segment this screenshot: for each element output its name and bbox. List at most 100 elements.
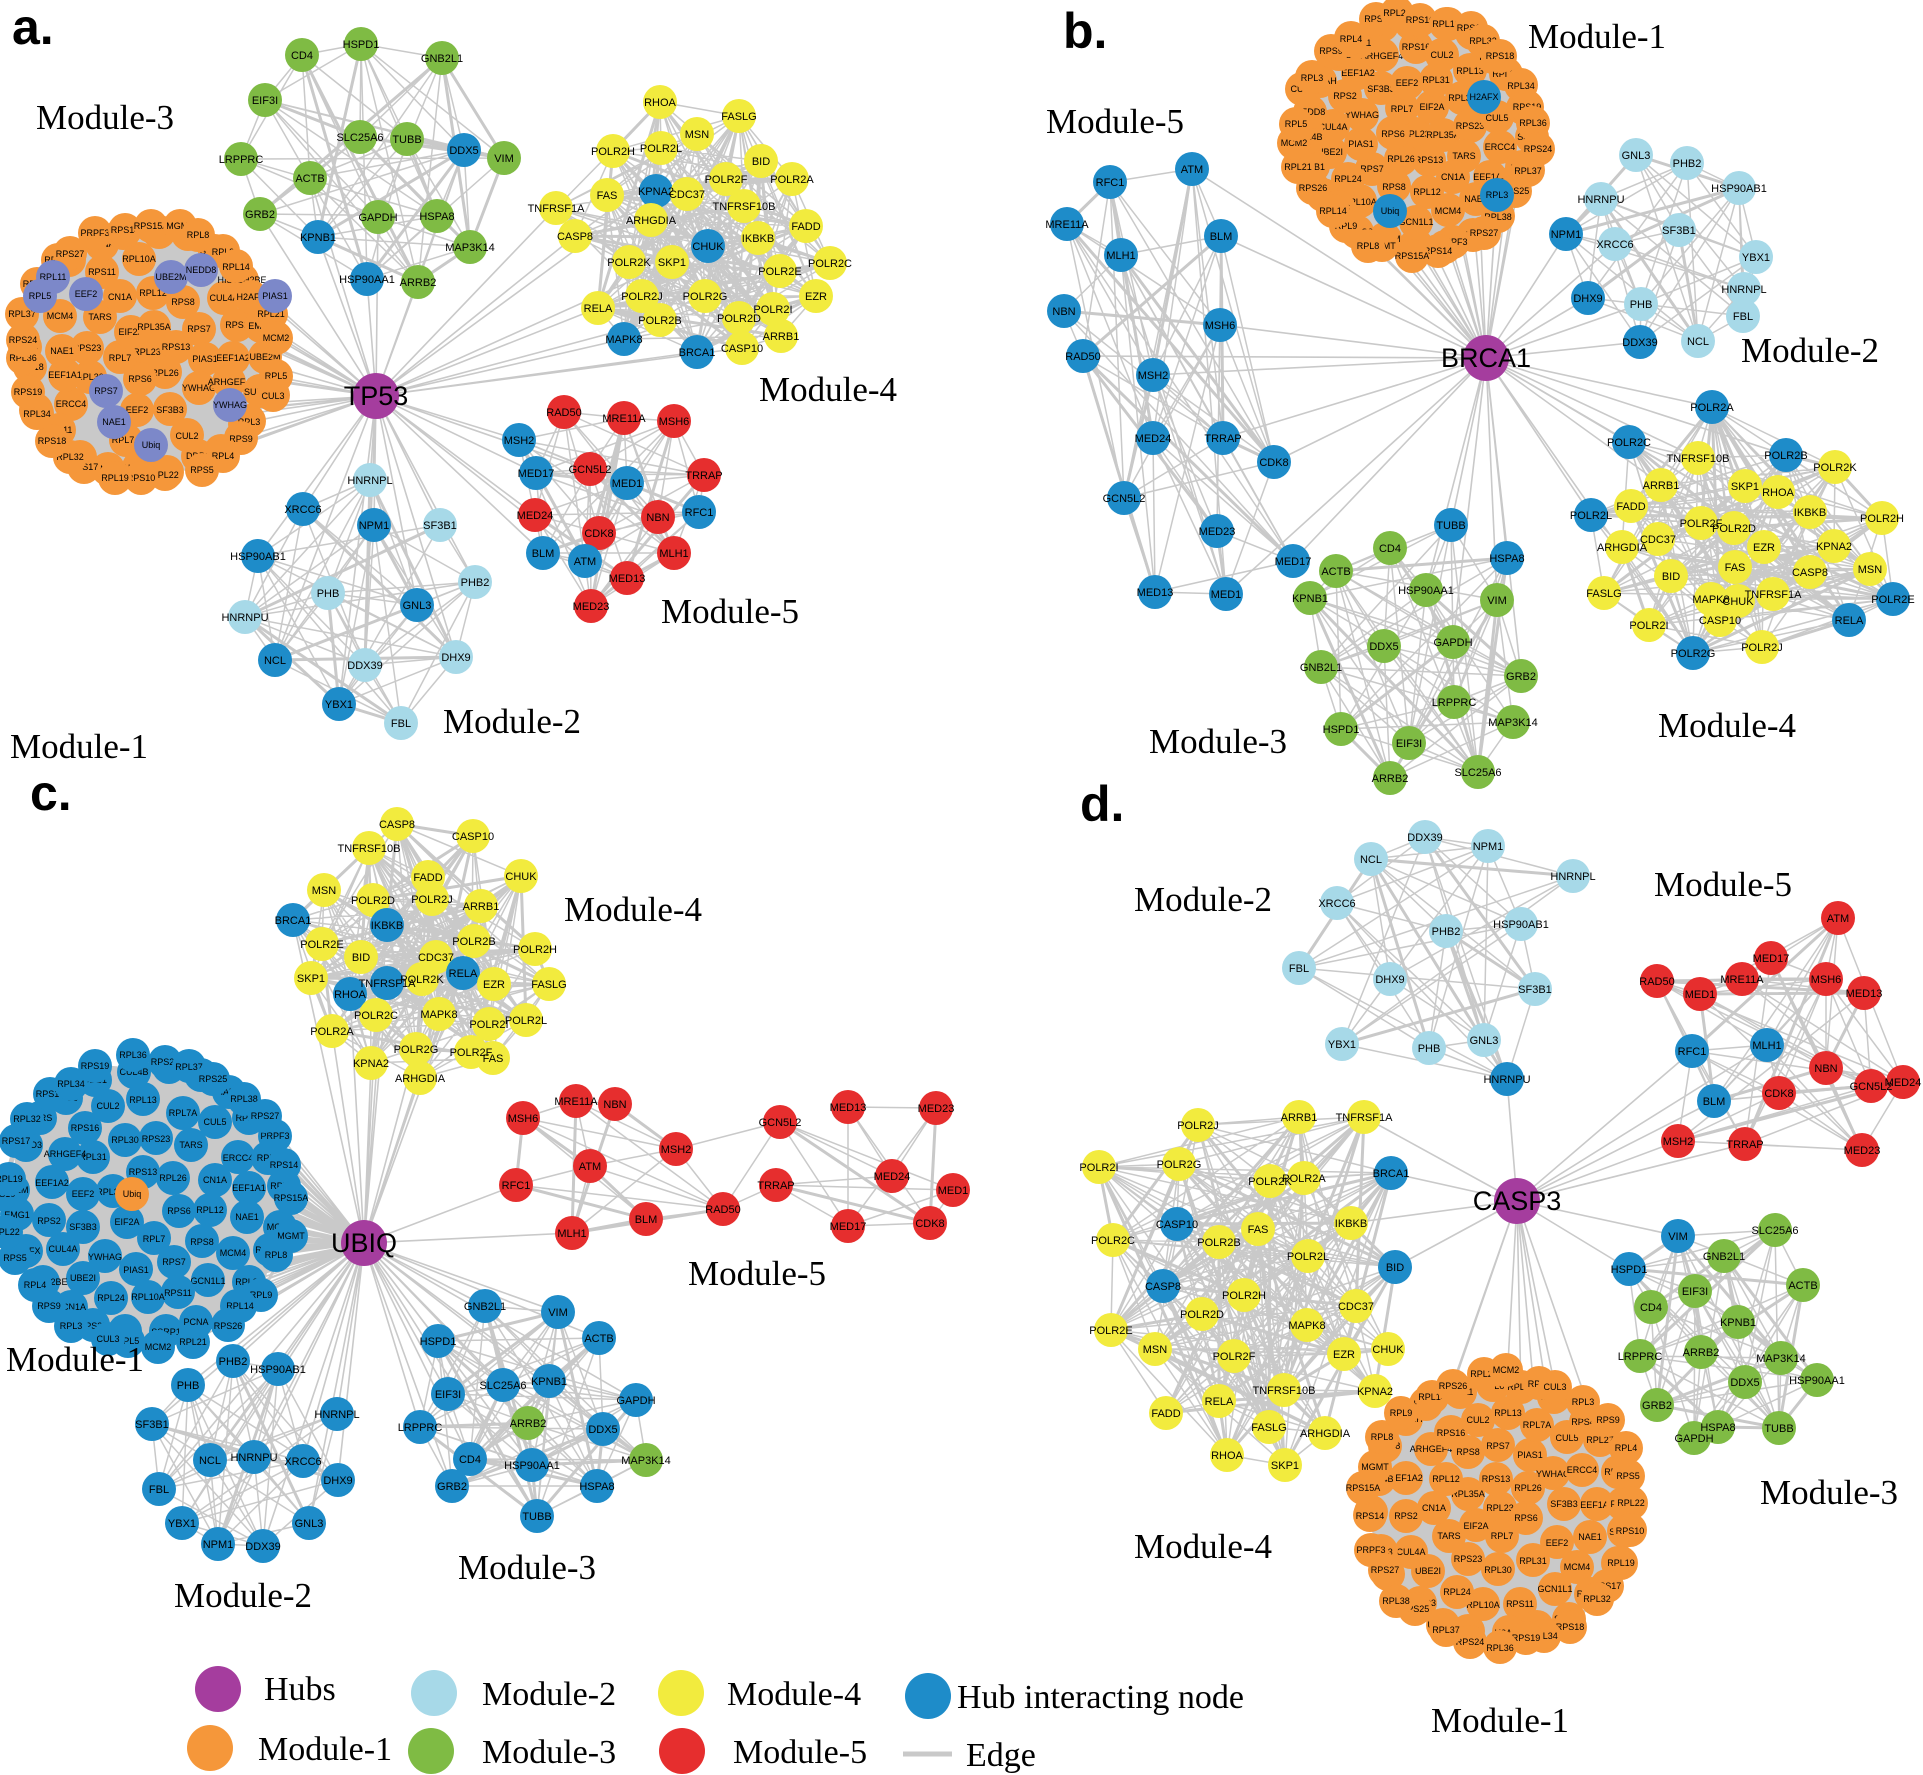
svg-text:RPL19: RPL19 <box>1432 19 1460 29</box>
svg-text:RPL8: RPL8 <box>1371 1432 1394 1442</box>
svg-text:CDC37: CDC37 <box>1640 534 1676 546</box>
svg-text:RPL35A: RPL35A <box>96 1187 130 1197</box>
svg-text:RPS5: RPS5 <box>1616 1471 1640 1481</box>
svg-text:HNRNPL: HNRNPL <box>314 1409 359 1421</box>
svg-text:BRCA1: BRCA1 <box>1373 1168 1410 1180</box>
svg-text:MED24: MED24 <box>1885 1077 1922 1089</box>
svg-text:POLR2K: POLR2K <box>607 257 651 269</box>
svg-text:MED13: MED13 <box>1846 988 1883 1000</box>
svg-text:RPL32: RPL32 <box>1469 36 1497 46</box>
svg-text:RPL34: RPL34 <box>1507 81 1535 91</box>
svg-text:RPL23: RPL23 <box>133 347 161 357</box>
svg-text:RPL30: RPL30 <box>111 1135 139 1145</box>
svg-text:RPS27: RPS27 <box>1470 228 1499 238</box>
svg-text:RPL21: RPL21 <box>257 309 285 319</box>
svg-text:FAS: FAS <box>1248 1224 1269 1236</box>
svg-text:RPL14: RPL14 <box>226 1301 254 1311</box>
svg-text:RFC1: RFC1 <box>1096 177 1125 189</box>
svg-text:RPS18: RPS18 <box>1556 1622 1585 1632</box>
svg-text:UBE2I: UBE2I <box>70 1273 96 1283</box>
svg-text:Module-1: Module-1 <box>1431 1701 1569 1740</box>
svg-text:Module-1: Module-1 <box>1528 17 1666 56</box>
svg-text:RPS14: RPS14 <box>1356 1511 1385 1521</box>
svg-text:CDC37: CDC37 <box>418 952 454 964</box>
svg-text:EIF2A: EIF2A <box>114 1217 139 1227</box>
svg-text:DHX9: DHX9 <box>441 652 470 664</box>
svg-text:POLR2G: POLR2G <box>1157 1159 1202 1171</box>
svg-text:PHB2: PHB2 <box>1673 158 1702 170</box>
svg-text:MCM2: MCM2 <box>263 333 290 343</box>
svg-text:TUBB: TUBB <box>522 1511 551 1523</box>
svg-text:RAD50: RAD50 <box>546 407 581 419</box>
svg-text:POLR2I: POLR2I <box>469 1019 508 1031</box>
svg-text:ATM: ATM <box>579 1161 601 1173</box>
svg-text:PHB: PHB <box>177 1380 200 1392</box>
svg-text:MAPK8: MAPK8 <box>420 1009 457 1021</box>
svg-text:BRCA1: BRCA1 <box>679 347 716 359</box>
svg-text:RPS15A: RPS15A <box>1346 1483 1381 1493</box>
svg-text:RPS18: RPS18 <box>1486 51 1515 61</box>
svg-text:KPNA2: KPNA2 <box>353 1058 389 1070</box>
svg-text:RPS25: RPS25 <box>1501 186 1530 196</box>
svg-text:ARHGDIA: ARHGDIA <box>1597 542 1648 554</box>
svg-text:HSP90AA1: HSP90AA1 <box>1789 1375 1845 1387</box>
svg-text:b.: b. <box>1063 3 1107 59</box>
svg-text:RPS6: RPS6 <box>128 374 152 384</box>
svg-text:RPL7A: RPL7A <box>112 435 141 445</box>
svg-text:HSP90AB1: HSP90AB1 <box>230 551 286 563</box>
svg-text:SF3B3: SF3B3 <box>69 1222 97 1232</box>
svg-text:POLR2D: POLR2D <box>1180 1309 1224 1321</box>
svg-text:VIM: VIM <box>1487 595 1507 607</box>
svg-text:RPS24: RPS24 <box>151 1057 180 1067</box>
svg-text:NAE1: NAE1 <box>1464 194 1488 204</box>
svg-text:Ubiq: Ubiq <box>123 1189 142 1199</box>
svg-text:RPL34: RPL34 <box>1530 1631 1558 1641</box>
svg-text:RPL38: RPL38 <box>230 1094 258 1104</box>
svg-text:MRE11A: MRE11A <box>1720 974 1764 986</box>
svg-text:POLR2A: POLR2A <box>1690 402 1734 414</box>
svg-text:POLR2I: POLR2I <box>1629 620 1668 632</box>
svg-text:CUL4A: CUL4A <box>1318 122 1347 132</box>
svg-text:RPS7: RPS7 <box>1360 164 1384 174</box>
svg-text:PIAS1: PIAS1 <box>1348 139 1374 149</box>
svg-text:RPL31: RPL31 <box>79 1152 107 1162</box>
svg-text:BID: BID <box>352 952 370 964</box>
svg-text:Ubiq: Ubiq <box>1381 206 1400 216</box>
svg-text:Module-2: Module-2 <box>482 1676 616 1713</box>
svg-text:RPS7: RPS7 <box>94 386 118 396</box>
svg-text:FBL: FBL <box>1733 311 1753 323</box>
svg-text:DHX9: DHX9 <box>1573 293 1602 305</box>
svg-text:HNRNPU: HNRNPU <box>1577 194 1624 206</box>
svg-text:MLH1: MLH1 <box>557 1228 586 1240</box>
svg-text:RPL8: RPL8 <box>1357 241 1380 251</box>
svg-text:MCM2: MCM2 <box>1281 138 1308 148</box>
svg-text:ARRB2: ARRB2 <box>1372 773 1409 785</box>
svg-text:CD4: CD4 <box>459 1454 481 1466</box>
svg-text:BLM: BLM <box>532 548 555 560</box>
svg-text:RPL37: RPL37 <box>8 309 36 319</box>
svg-text:MRE11A: MRE11A <box>1045 219 1089 231</box>
svg-text:TARS: TARS <box>1437 1531 1460 1541</box>
svg-text:DDX39: DDX39 <box>245 1541 280 1553</box>
svg-text:RPS17: RPS17 <box>2 1136 31 1146</box>
svg-text:NBN: NBN <box>646 512 669 524</box>
svg-text:MAP3K14: MAP3K14 <box>621 1455 671 1467</box>
svg-text:Hub interacting node: Hub interacting node <box>957 1679 1244 1716</box>
svg-text:POLR2C: POLR2C <box>808 258 852 270</box>
svg-text:MSN: MSN <box>1858 564 1883 576</box>
svg-text:CUL3: CUL3 <box>96 1334 119 1344</box>
svg-text:HSPD1: HSPD1 <box>1323 724 1360 736</box>
svg-text:SKP1: SKP1 <box>297 973 325 985</box>
svg-text:PCNA: PCNA <box>183 1317 208 1327</box>
svg-text:RPL36: RPL36 <box>9 353 37 363</box>
svg-text:GNL3: GNL3 <box>1470 1035 1499 1047</box>
svg-text:Module-1: Module-1 <box>6 1340 144 1379</box>
svg-text:HSPA8: HSPA8 <box>419 211 454 223</box>
svg-text:RPS23: RPS23 <box>1454 1554 1483 1564</box>
svg-text:RPS20: RPS20 <box>79 1321 108 1331</box>
svg-text:FASLG: FASLG <box>1586 588 1621 600</box>
svg-text:FADD: FADD <box>1616 501 1645 513</box>
svg-text:RPL14: RPL14 <box>222 262 250 272</box>
svg-text:Hubs: Hubs <box>264 1671 336 1708</box>
svg-text:MLH1: MLH1 <box>659 548 688 560</box>
